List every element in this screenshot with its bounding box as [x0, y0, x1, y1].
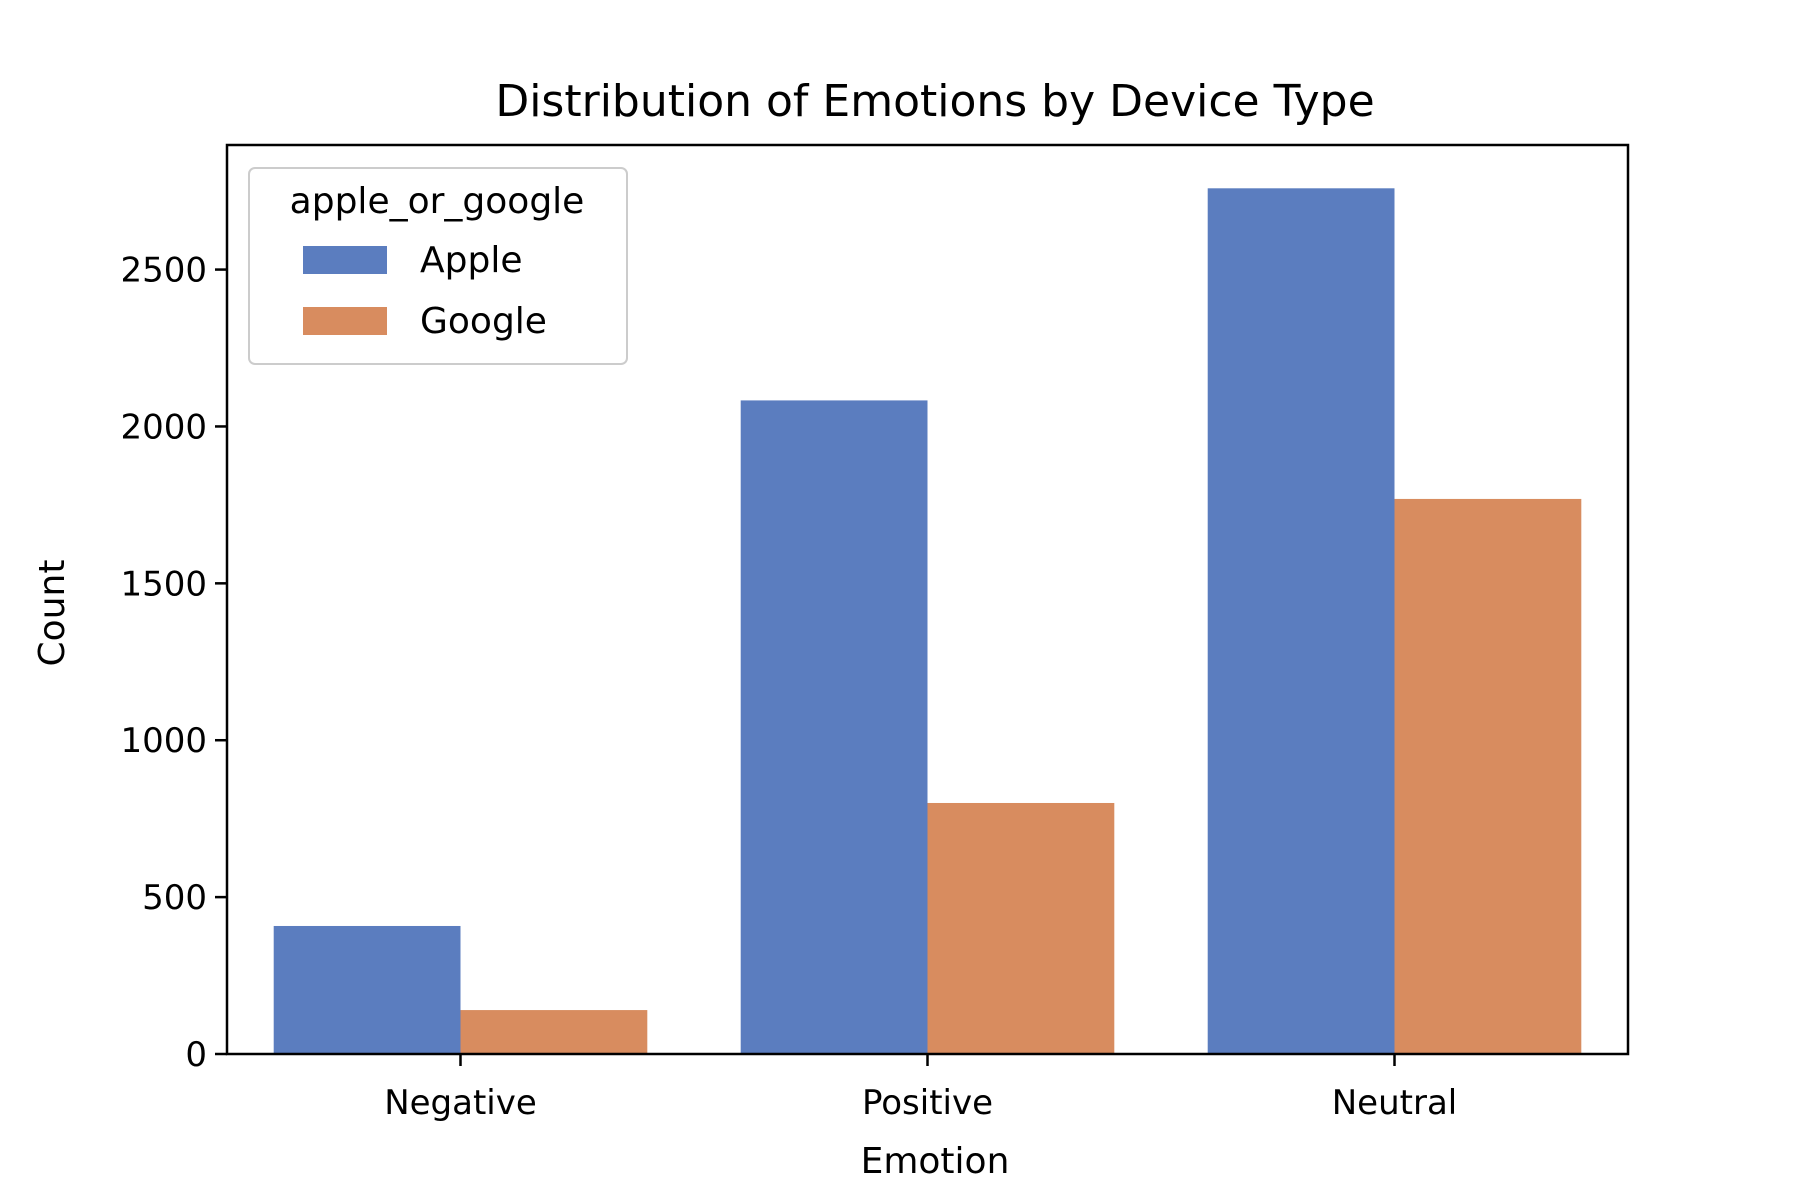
bar-apple-negative: [273, 925, 461, 1054]
bar-apple-positive: [740, 400, 928, 1054]
y-tick-label: 2000: [120, 407, 207, 447]
bars: [273, 188, 1582, 1054]
legend-swatch-google: [303, 307, 387, 335]
x-tick-label-neutral: Neutral: [1332, 1083, 1458, 1123]
y-tick-label: 0: [185, 1035, 207, 1075]
chart-title: Distribution of Emotions by Device Type: [495, 76, 1374, 127]
legend: apple_or_google Apple Google: [248, 167, 628, 365]
legend-title: apple_or_google: [290, 181, 585, 222]
bar-google-positive: [927, 802, 1115, 1054]
x-axis-label: Emotion: [861, 1141, 1010, 1182]
y-tick-label: 1000: [120, 721, 207, 761]
bar-apple-neutral: [1207, 188, 1395, 1054]
y-axis: 0 500 1000 1500 2000 2500: [120, 251, 227, 1075]
legend-swatch-apple: [303, 246, 387, 274]
x-axis: Negative Positive Neutral: [384, 1054, 1457, 1123]
y-tick-label: 1500: [120, 564, 207, 604]
y-tick-label: 500: [142, 878, 207, 918]
y-axis-label: Count: [32, 560, 73, 667]
y-tick-label: 2500: [120, 251, 207, 291]
x-tick-label-positive: Positive: [862, 1083, 993, 1123]
bar-google-neutral: [1394, 498, 1582, 1054]
legend-label-apple: Apple: [420, 240, 522, 281]
bar-google-negative: [460, 1010, 648, 1054]
legend-label-google: Google: [420, 301, 547, 342]
x-tick-label-negative: Negative: [384, 1083, 537, 1123]
